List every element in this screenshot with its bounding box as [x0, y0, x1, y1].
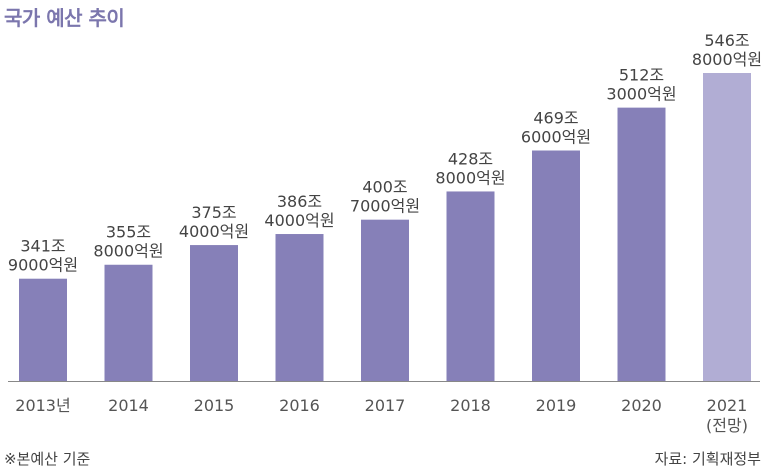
data-label-2-0: 375조 — [191, 203, 236, 222]
data-label-8-1: 8000억원 — [692, 50, 762, 69]
bar-1 — [104, 264, 153, 381]
x-tick-label-5-0: 2018 — [450, 396, 491, 415]
bar-0 — [19, 278, 67, 381]
data-label-2-1: 4000억원 — [179, 222, 249, 241]
data-label-4-0: 400조 — [362, 178, 407, 197]
data-label-1-0: 355조 — [106, 223, 151, 242]
x-tick-label-8-1: (전망) — [706, 416, 748, 435]
bar-2 — [190, 245, 238, 381]
data-label-8-0: 546조 — [704, 31, 749, 50]
data-label-5-0: 428조 — [448, 149, 493, 168]
data-label-7-0: 512조 — [619, 66, 664, 85]
data-label-0-0: 341조 — [20, 237, 65, 256]
data-label-6-1: 6000억원 — [521, 128, 591, 147]
footnote-basis: ※본예산 기준 — [4, 450, 91, 468]
x-tick-label-1-0: 2014 — [108, 396, 149, 415]
data-label-4-1: 7000억원 — [350, 197, 420, 216]
x-tick-label-3-0: 2016 — [279, 396, 320, 415]
data-label-3-1: 4000억원 — [264, 211, 334, 230]
data-label-0-1: 9000억원 — [8, 256, 78, 275]
bar-6 — [532, 150, 580, 381]
data-label-1-1: 8000억원 — [93, 242, 163, 261]
data-label-3-0: 386조 — [277, 192, 322, 211]
data-label-6-0: 469조 — [533, 109, 578, 128]
x-tick-label-4-0: 2017 — [365, 396, 406, 415]
data-label-7-1: 3000억원 — [606, 85, 676, 104]
bar-8 — [703, 73, 751, 381]
bar-5 — [446, 191, 495, 381]
bar-3 — [275, 234, 324, 381]
x-tick-label-7-0: 2020 — [621, 396, 662, 415]
chart-title: 국가 예산 추이 — [4, 6, 125, 30]
bar-4 — [361, 219, 409, 381]
bar-7 — [617, 107, 666, 381]
x-tick-label-8-0: 2021 — [707, 396, 748, 415]
source-note: 자료: 기획재정부 — [654, 450, 761, 468]
data-label-5-1: 8000억원 — [435, 168, 505, 187]
x-tick-label-0-0: 2013년 — [15, 396, 70, 415]
x-tick-label-6-0: 2019 — [536, 396, 577, 415]
x-tick-label-2-0: 2015 — [194, 396, 235, 415]
